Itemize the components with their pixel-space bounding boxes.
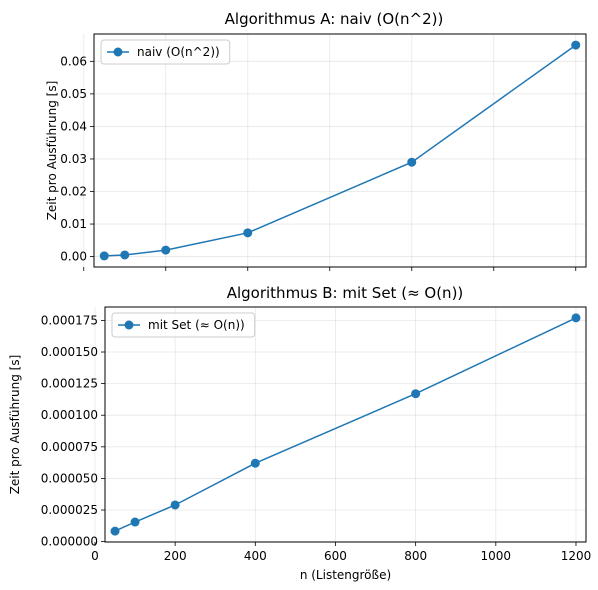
grid-b: [94, 307, 586, 543]
chart-title-a: Algorithmus A: naiv (O(n^2)): [225, 10, 444, 28]
data-point-b: [250, 458, 260, 468]
data-point-b: [170, 500, 180, 510]
y-tick-label-a: 0.06: [60, 54, 87, 68]
x-tick-label-b: 0: [91, 549, 99, 563]
legend-box-a: [100, 39, 231, 65]
x-tick-label-b: 600: [324, 549, 347, 563]
data-point-a: [243, 228, 253, 238]
ticks-a: 0.00 0.01 0.02 0.03 0.04 0.05 0.06: [60, 54, 577, 271]
grid-a: [83, 34, 586, 267]
plot-frame-b: [104, 306, 587, 543]
y-tick-label-a: 0.04: [60, 119, 87, 133]
y-tick-label-b: 0.000125: [41, 377, 98, 391]
chart-title-b: Algorithmus B: mit Set (≈ O(n)): [227, 284, 464, 302]
y-tick-label-a: 0.03: [60, 152, 87, 166]
y-tick-label-b: 0.000100: [41, 408, 98, 422]
x-tick-label-b: 200: [164, 549, 187, 563]
y-tick-label-b: 0.000025: [41, 503, 98, 517]
data-point-b: [411, 389, 421, 399]
data-point-b: [130, 517, 140, 527]
chart-panel-a: Algorithmus A: naiv (O(n^2)) 0.000.010.0…: [45, 10, 587, 271]
y-tick-label-b: 0.000175: [41, 313, 98, 327]
y-tick-label-b: 0.000000: [41, 535, 98, 549]
legend-marker-b: [124, 320, 134, 330]
data-point-b: [110, 526, 120, 536]
y-tick-label-b: 0.000050: [41, 471, 98, 485]
data-a: [99, 40, 581, 261]
series-line-b: [114, 317, 577, 532]
y-tick-label-a: 0.02: [60, 185, 87, 199]
x-tick-label-b: 400: [244, 549, 267, 563]
y-axis-label-b: Zeit pro Ausführung [s]: [8, 355, 22, 495]
legend-label-a: naiv (O(n^2)): [137, 45, 220, 59]
y-tick-label-a: 0.05: [60, 87, 87, 101]
data-b: [110, 313, 581, 536]
y-tick-label-a: 0.00: [60, 250, 87, 264]
y-tick-label-b: 0.000150: [41, 345, 98, 359]
data-point-b: [571, 313, 581, 323]
plot-frame-a: [93, 33, 587, 268]
y-tick-label-a: 0.01: [60, 217, 87, 231]
legend-marker-a: [113, 47, 123, 57]
legend-b: mit Set (≈ O(n)): [111, 312, 256, 338]
legend-label-b: mit Set (≈ O(n)): [148, 318, 245, 332]
data-point-a: [120, 250, 130, 260]
y-axis-label-a: Zeit pro Ausführung [s]: [45, 81, 59, 221]
data-point-a: [407, 157, 417, 167]
data-point-a: [99, 251, 109, 261]
y-tick-label-b: 0.000075: [41, 440, 98, 454]
legend-a: naiv (O(n^2)): [100, 39, 231, 65]
chart-panel-b: Algorithmus B: mit Set (≈ O(n)) 0 200 400 6…: [8, 284, 591, 582]
x-tick-label-b: 1200: [561, 549, 592, 563]
x-tick-label-b: 800: [404, 549, 427, 563]
x-axis-label-b: n (Listengröße): [300, 568, 391, 582]
legend-box-b: [111, 312, 256, 338]
ticks-b: 0 200 400 600 800 1000 1200 0.000000 0.000025 0.0…: [41, 313, 592, 563]
data-point-a: [571, 40, 581, 50]
x-tick-label-b: 1000: [481, 549, 512, 563]
data-point-a: [161, 245, 171, 255]
